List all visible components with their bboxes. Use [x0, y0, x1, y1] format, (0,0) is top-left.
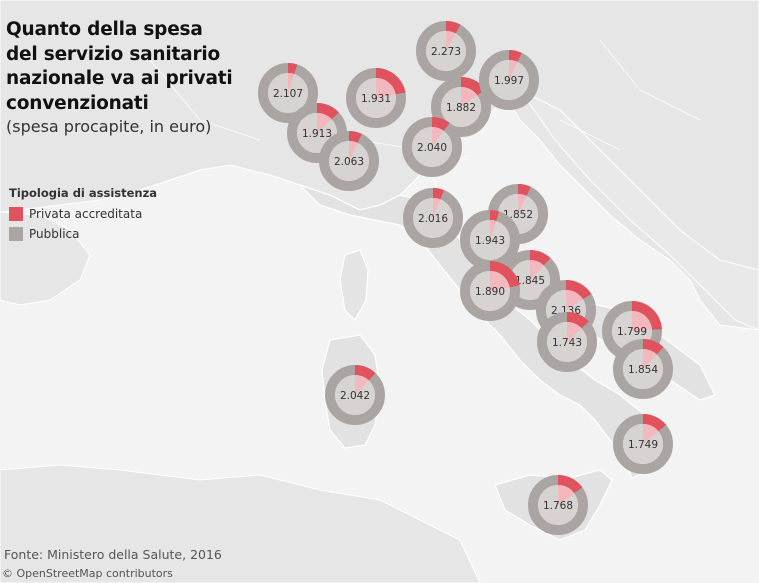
donut-arc-privata[interactable] — [433, 188, 445, 200]
donut-center-privata — [317, 113, 332, 133]
donut-value-label: 2.016 — [418, 213, 448, 225]
donut-arc-privata[interactable] — [490, 210, 500, 221]
donut-center-privata — [509, 60, 518, 80]
legend-item-pubblica[interactable]: Pubblica — [9, 224, 157, 244]
legend-swatch-pubblica — [9, 227, 23, 241]
donut-arc-privata[interactable] — [446, 21, 461, 34]
donut-value-label: 2.063 — [334, 156, 364, 168]
title-line-3: nazionale va ai privati — [6, 68, 233, 89]
donut-arc-privata[interactable] — [518, 184, 531, 196]
donut-center-privata — [433, 198, 441, 218]
donut-value-label: 1.997 — [494, 75, 524, 87]
donut-region[interactable]: 1.890 — [460, 261, 520, 321]
donut-region[interactable]: 1.743 — [537, 312, 597, 372]
donut-arc-privata[interactable] — [349, 131, 362, 143]
donut-arc-privata[interactable] — [355, 365, 376, 381]
donut-value-label: 1.768 — [543, 500, 573, 512]
donut-value-label: 1.943 — [475, 235, 505, 247]
title-line-4: convenzionati — [6, 92, 149, 114]
donut-region[interactable]: 1.749 — [613, 414, 673, 474]
attribution[interactable]: © OpenStreetMap contributors — [2, 567, 173, 580]
donut-value-label: 2.107 — [273, 88, 303, 100]
donut-arc-privata[interactable] — [643, 339, 664, 355]
legend-item-privata[interactable]: Privata accreditata — [9, 204, 157, 224]
donut-arc-privata[interactable] — [509, 50, 522, 62]
subtitle: (spesa procapite, in euro) — [6, 117, 212, 136]
donut-region[interactable]: 2.107 — [258, 63, 318, 123]
donut-center-privata — [349, 141, 358, 161]
donut-center-privata — [518, 194, 527, 214]
donut-arc-privata[interactable] — [376, 68, 406, 95]
donut-arc-privata[interactable] — [530, 250, 551, 266]
donut-center-privata — [490, 271, 510, 291]
donut-center-privata — [566, 290, 583, 310]
donut-value-label: 2.273 — [431, 46, 461, 58]
legend-label-pubblica: Pubblica — [29, 227, 80, 241]
donut-region[interactable]: 1.931 — [346, 68, 406, 128]
land-balkans — [519, 89, 759, 331]
donut-center-privata — [567, 322, 582, 342]
donut-value-label: 2.040 — [417, 142, 447, 154]
donut-arc-privata[interactable] — [566, 280, 592, 300]
legend[interactable]: Tipologia di assistenza Privata accredit… — [9, 186, 157, 244]
donut-center-privata — [643, 424, 659, 444]
donut-region[interactable]: 2.273 — [416, 21, 476, 81]
donut-value-label: 2.042 — [340, 390, 370, 402]
donut-center-privata — [632, 311, 652, 331]
donut-arc-privata[interactable] — [461, 77, 486, 96]
donut-center-privata — [530, 260, 544, 280]
title-line-1: Quanto della spesa — [6, 19, 203, 40]
donut-region[interactable]: 1.997 — [479, 50, 539, 110]
donut-arc-privata[interactable] — [317, 103, 339, 120]
donut-region[interactable]: 2.040 — [402, 117, 462, 177]
donut-center-privata — [490, 220, 497, 240]
donut-value-label: 1.852 — [503, 209, 533, 221]
land-corsica — [339, 249, 369, 321]
donut-center-privata — [446, 31, 456, 51]
donut-region[interactable]: 2.016 — [403, 188, 463, 248]
source-note: Fonte: Ministero della Salute, 2016 — [4, 547, 222, 562]
donut-arc-privata[interactable] — [643, 414, 667, 432]
donut-value-label: 1.749 — [628, 439, 658, 451]
donut-value-label: 1.845 — [515, 275, 545, 287]
donut-region[interactable]: 2.063 — [319, 131, 379, 191]
donut-arc-privata[interactable] — [490, 261, 520, 288]
land-africa — [0, 464, 481, 583]
donut-center-privata — [558, 485, 575, 505]
donut-value-label: 1.931 — [361, 93, 391, 105]
donut-arc-privata[interactable] — [288, 63, 298, 74]
legend-swatch-privata — [9, 207, 23, 221]
title-block: Quanto della spesa del servizio sanitari… — [6, 18, 266, 138]
donut-value-label: 1.882 — [446, 102, 476, 114]
legend-title: Tipologia di assistenza — [9, 186, 158, 200]
donut-value-label: 1.890 — [475, 286, 505, 298]
donut-value-label: 1.743 — [552, 337, 582, 349]
donut-center-privata — [376, 78, 396, 98]
donut-arc-privata[interactable] — [567, 312, 589, 329]
donut-center-privata — [288, 73, 295, 93]
donut-arc-privata[interactable] — [558, 475, 583, 494]
donut-value-label: 1.799 — [617, 326, 647, 338]
donut-region[interactable]: 1.882 — [431, 77, 491, 137]
donut-region[interactable]: 1.799 — [602, 301, 662, 361]
donut-region[interactable]: 1.854 — [613, 339, 673, 399]
donut-center-privata — [355, 375, 369, 395]
donut-center-privata — [643, 349, 657, 369]
donut-region[interactable]: 2.042 — [325, 365, 385, 425]
donut-arc-privata[interactable] — [632, 301, 662, 330]
donut-value-label: 1.854 — [628, 364, 658, 376]
donut-center-privata — [432, 127, 444, 147]
legend-label-privata: Privata accreditata — [29, 207, 143, 221]
donut-region[interactable]: 1.943 — [460, 210, 520, 270]
donut-region[interactable]: 1.768 — [528, 475, 588, 535]
donut-value-label: 1.913 — [302, 128, 332, 140]
title-line-2: del servizio sanitario — [6, 43, 221, 65]
donut-arc-privata[interactable] — [432, 117, 450, 131]
donut-center-privata — [461, 87, 478, 107]
